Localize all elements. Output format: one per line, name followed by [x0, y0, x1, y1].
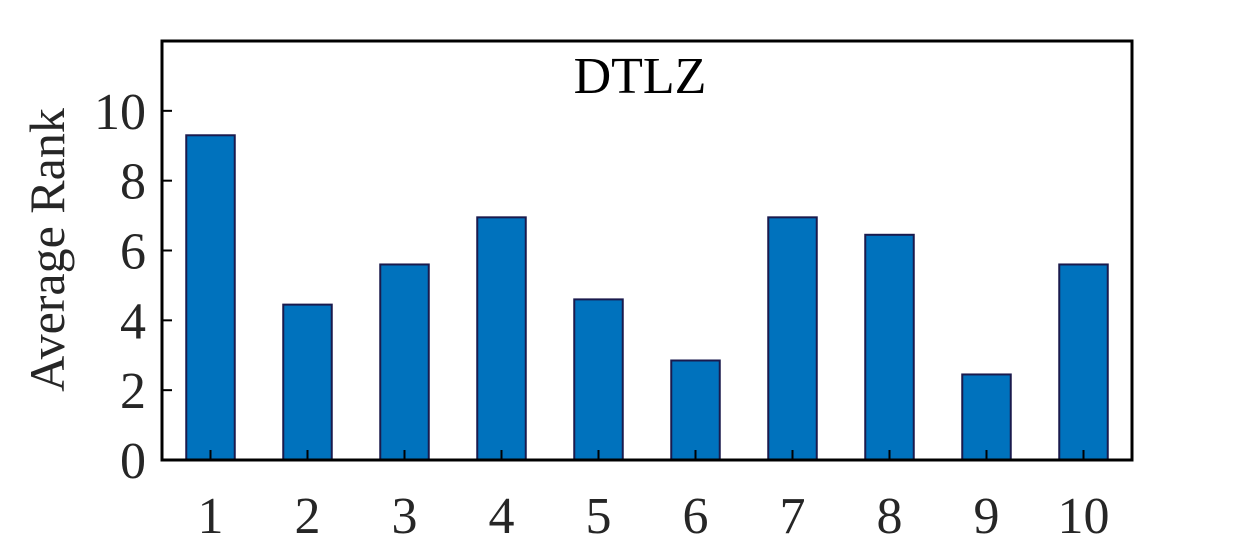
- bar-5: [573, 298, 624, 461]
- x-tick-label: 1: [198, 488, 224, 545]
- bar-9: [961, 373, 1012, 461]
- x-tick-label: 2: [295, 488, 321, 545]
- x-tick-label: 4: [489, 488, 515, 545]
- x-tick-label: 8: [877, 488, 903, 545]
- y-tick-label: 2: [120, 363, 146, 420]
- plot-area-frame: [160, 39, 1134, 462]
- x-tick-label: 10: [1058, 488, 1110, 545]
- x-tick-label: 3: [392, 488, 418, 545]
- bar-10: [1058, 263, 1109, 462]
- y-tick-labels: 0 2 4 6 8 10: [94, 84, 146, 490]
- bar-4: [476, 216, 527, 461]
- bar-6: [670, 359, 721, 461]
- y-tick-label: 8: [120, 154, 146, 211]
- x-tick-label: 6: [683, 488, 709, 545]
- bar-1: [185, 134, 236, 461]
- y-tick-label: 10: [94, 84, 146, 141]
- chart-title: DTLZ: [574, 48, 707, 105]
- x-tick-labels: 1 2 3 4 5 6 7 8 9 10: [198, 488, 1110, 545]
- y-tick-label: 6: [120, 224, 146, 281]
- bars-layer: [185, 134, 1109, 462]
- y-axis-title: Average Rank: [19, 108, 75, 392]
- x-tick-label: 9: [974, 488, 1000, 545]
- bar-3: [379, 263, 430, 462]
- y-tick-label: 0: [120, 433, 146, 490]
- bar-7: [767, 216, 818, 461]
- bar-8: [864, 233, 915, 461]
- bar-2: [282, 303, 333, 461]
- x-tick-label: 7: [780, 488, 806, 545]
- x-tick-label: 5: [586, 488, 612, 545]
- y-tick-label: 4: [120, 293, 146, 350]
